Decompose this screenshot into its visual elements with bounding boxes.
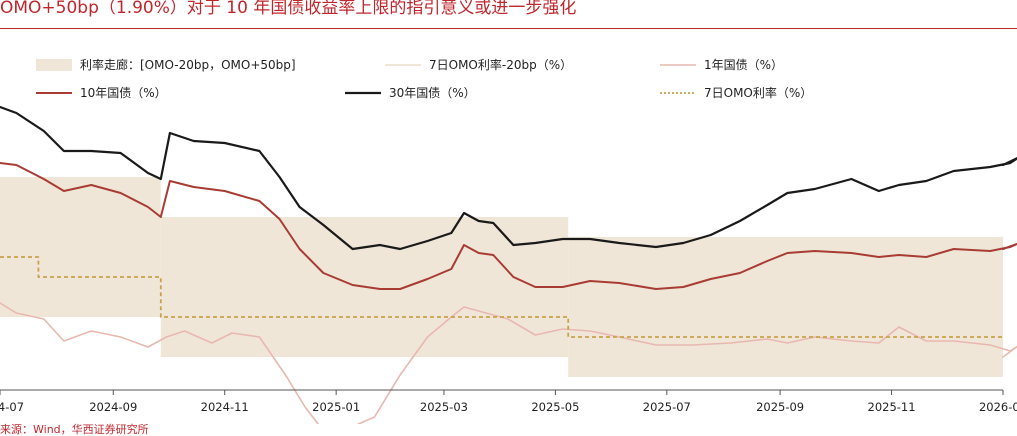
legend-label: 10年国债（%） xyxy=(80,86,167,100)
legend-item-corridor: 利率走廊：[OMO-20bp，OMO+50bp] xyxy=(36,57,296,72)
x-axis-ticks: 2024-07 2024-09 2024-11 2025-01 2025-03 2025-… xyxy=(0,390,1017,414)
legend-label: 7日OMO利率（%） xyxy=(704,85,812,100)
corridor-band-segment-3 xyxy=(568,237,1003,377)
legend-label: 利率走廊：[OMO-20bp，OMO+50bp] xyxy=(80,57,296,72)
source-note: 来源：Wind，华西证券研究所 xyxy=(0,423,149,436)
legend-item-2: 1年国债（%） xyxy=(660,58,783,72)
x-tick-label: 2025-07 xyxy=(643,400,691,414)
title-divider xyxy=(0,28,1017,29)
x-tick-label: 2025-09 xyxy=(756,400,804,414)
x-tick-label: 2024-11 xyxy=(201,400,249,414)
series-line-5 xyxy=(0,256,1003,338)
series-lines-layer xyxy=(0,105,1017,424)
legend-item-1: 7日OMO利率-20bp（%） xyxy=(385,57,572,72)
x-tick-label: 2025-11 xyxy=(868,400,916,414)
legend-item-5: 7日OMO利率（%） xyxy=(660,85,812,100)
legend: 利率走廊：[OMO-20bp，OMO+50bp] 7日OMO利率-20bp（%） 1… xyxy=(36,57,812,100)
x-tick-label: 2025-05 xyxy=(531,400,579,414)
chart-title: OMO+50bp（1.90%）对于 10 年国债收益率上限的指引意义或进一步强化 xyxy=(0,0,577,18)
series-line-3 xyxy=(0,162,1017,290)
legend-label: 30年国债（%） xyxy=(389,86,476,100)
legend-label: 7日OMO利率-20bp（%） xyxy=(429,57,572,72)
x-tick-label: 2024-09 xyxy=(89,400,137,414)
legend-label: 1年国债（%） xyxy=(704,58,783,72)
series-line-2 xyxy=(0,302,1017,424)
legend-swatch xyxy=(36,59,72,71)
chart-plot: 2024-07 2024-09 2024-11 2025-01 2025-03 2025-… xyxy=(0,57,1017,424)
x-tick-label: 2024-07 xyxy=(0,400,24,414)
x-tick-label: 2026-01 xyxy=(979,400,1017,414)
x-tick-label: 2025-03 xyxy=(420,400,468,414)
corridor-band-segment-1 xyxy=(0,177,161,317)
x-tick-label: 2025-01 xyxy=(312,400,360,414)
legend-item-3: 10年国债（%） xyxy=(36,86,167,100)
series-line-4 xyxy=(0,105,1017,251)
legend-item-4: 30年国债（%） xyxy=(345,86,476,100)
